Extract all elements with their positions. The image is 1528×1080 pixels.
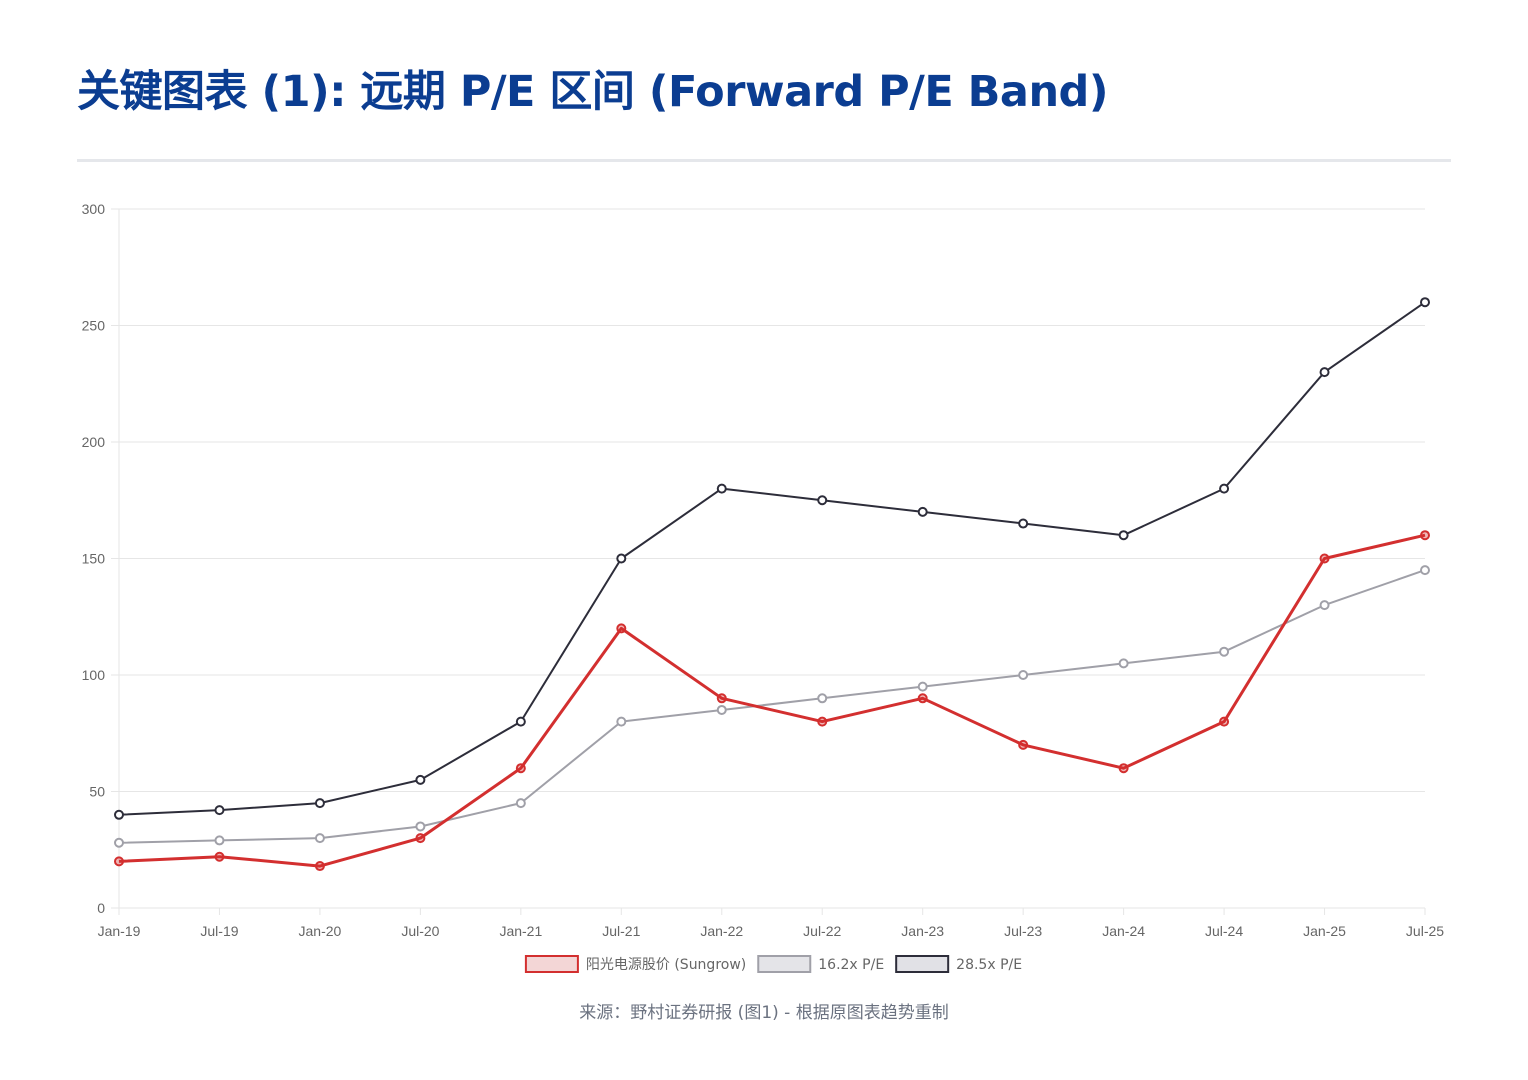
series [114,297,1430,872]
x-tick-label: Jan-21 [499,923,542,939]
x-tick-label: Jan-23 [901,923,944,939]
point-sungrow [114,856,124,867]
point-sungrow [314,861,325,872]
y-tick-label: 150 [82,551,106,567]
point-pe-16-2x [314,833,325,844]
point-pe-28-5x [1219,483,1230,494]
x-tick-label: Jul-25 [1406,923,1444,939]
point-sungrow [1118,763,1129,774]
series-line-sungrow [118,533,1426,868]
legend: 阳光电源股价 (Sungrow) 16.2x P/E 28.5x P/E [524,955,1022,973]
legend-label: 16.2x P/E [818,957,884,973]
point-pe-16-2x [114,837,124,848]
series-line-pe-16-2x [118,569,1426,844]
point-pe-28-5x [415,774,426,785]
series-line-pe-28-5x [118,301,1426,816]
point-pe-28-5x [214,805,225,816]
point-pe-16-2x [1319,600,1330,611]
point-pe-28-5x [1118,530,1129,541]
legend-swatch [895,955,950,973]
y-tick-label: 100 [82,667,106,683]
y-tick-label: 0 [97,900,105,916]
point-sungrow [1319,553,1330,564]
point-pe-16-2x [616,716,627,727]
point-pe-28-5x [1018,518,1029,529]
point-pe-16-2x [1219,646,1230,657]
page-title: 关键图表 (1): 远期 P/E 区间 (Forward P/E Band) [77,67,1109,117]
point-pe-28-5x [616,553,627,564]
point-sungrow [716,693,727,704]
x-tick-label: Jan-25 [1303,923,1346,939]
point-pe-28-5x [114,809,124,820]
grid-lines [111,208,1425,909]
x-tick-label: Jul-24 [1205,923,1243,939]
legend-item-pe-28-5x[interactable]: 28.5x P/E [895,955,1022,973]
axes: 0 50 100 150 200 250 300 Jan-19 Jul-19 Jan-20 Jul-… [82,201,1445,939]
x-tick-label: Jul-22 [803,923,841,939]
series-sungrow [114,530,1430,872]
x-tick-label: Jul-23 [1004,923,1042,939]
y-tick-label: 200 [82,434,106,450]
point-pe-16-2x [515,798,526,809]
x-tick-label: Jan-24 [1102,923,1145,939]
point-sungrow [817,716,828,727]
legend-swatch [524,955,579,973]
point-sungrow [616,623,627,634]
legend-swatch [757,955,812,973]
y-tick-label: 250 [82,318,106,334]
point-sungrow [214,851,225,862]
x-tick-label: Jul-20 [401,923,439,939]
point-pe-28-5x [1319,367,1330,378]
series-pe-16-2x [114,565,1430,848]
point-pe-28-5x [817,495,828,506]
point-sungrow [415,833,426,844]
x-tick-label: Jul-19 [200,923,238,939]
y-tick-label: 50 [89,784,105,800]
x-tick-label: Jan-19 [98,923,141,939]
point-pe-28-5x [515,716,526,727]
point-sungrow [515,763,526,774]
point-pe-16-2x [415,821,426,832]
legend-label: 阳光电源股价 (Sungrow) [586,957,746,973]
point-pe-16-2x [817,693,828,704]
x-tick-label: Jul-21 [602,923,640,939]
point-sungrow [1018,739,1029,750]
point-pe-16-2x [1018,670,1029,680]
legend-item-sungrow[interactable]: 阳光电源股价 (Sungrow) [524,955,746,973]
point-pe-28-5x [314,798,325,809]
title-divider [77,159,1451,162]
series-pe-28-5x [114,297,1430,820]
y-tick-label: 300 [82,201,106,217]
point-sungrow [1219,716,1230,727]
point-pe-16-2x [1420,565,1430,576]
point-sungrow [1420,530,1430,541]
point-pe-16-2x [1118,658,1129,669]
point-sungrow [917,693,928,704]
point-pe-16-2x [214,835,225,846]
point-pe-28-5x [716,483,727,494]
legend-item-pe-16-2x[interactable]: 16.2x P/E [757,955,884,973]
point-pe-16-2x [917,681,928,692]
x-tick-label: Jan-20 [299,923,342,939]
x-tick-label: Jan-22 [700,923,743,939]
point-pe-28-5x [1420,297,1430,308]
point-pe-28-5x [917,506,928,517]
point-pe-16-2x [716,704,727,715]
source-note: 来源：野村证券研报 (图1) - 根据原图表趋势重制 [579,1003,949,1023]
legend-label: 28.5x P/E [956,957,1022,973]
